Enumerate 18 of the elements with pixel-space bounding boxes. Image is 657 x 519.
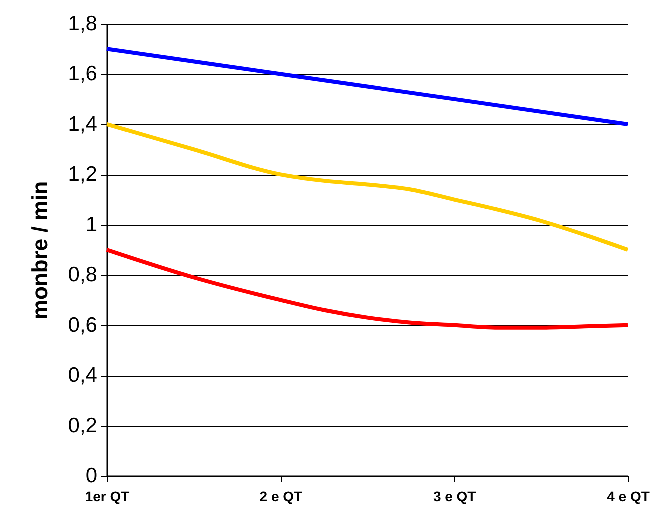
x-tick-label: 2 e QT (260, 488, 304, 504)
x-tick-label: 1er QT (85, 488, 130, 504)
y-tick-label: 0,4 (68, 364, 98, 388)
y-tick-label: 1 (86, 213, 98, 236)
y-tick-label: 1,4 (68, 112, 98, 136)
x-tick-label: 3 e QT (433, 488, 477, 504)
x-tick-label: 4 e QT (607, 488, 650, 504)
y-tick-label: 0,6 (68, 314, 98, 337)
y-tick-label: 0 (86, 464, 98, 488)
line-series (105, 248, 630, 330)
y-tick-label: 0,2 (68, 414, 98, 438)
line-series (105, 47, 630, 126)
y-axis-title: monbre / min (27, 181, 52, 320)
y-tick-label: 1,8 (68, 12, 98, 36)
y-tick-label: 1,6 (68, 62, 98, 86)
line-series (105, 122, 630, 252)
y-tick-label: 1,2 (68, 163, 98, 186)
y-tick-label: 0,8 (68, 264, 98, 287)
